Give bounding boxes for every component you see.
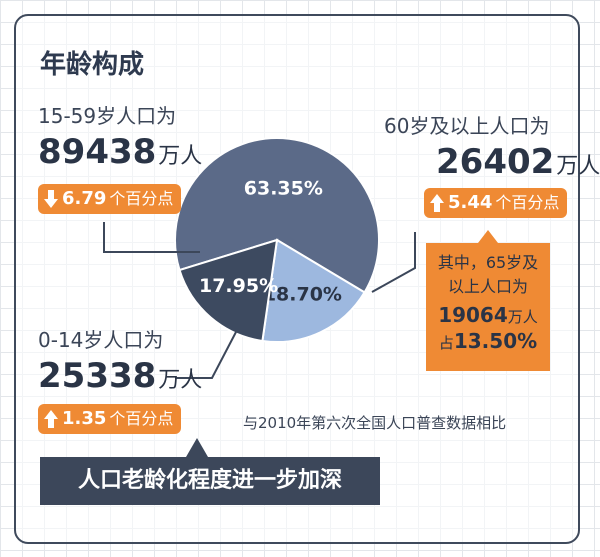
callout-line2: 以上人口为 [447, 277, 528, 296]
pie-label-working: 63.35% [244, 177, 323, 199]
working-age-label: 15-59岁人口为 [38, 104, 177, 128]
callout-number: 19064万人 [438, 303, 538, 327]
pie-slice-children [178, 238, 279, 343]
aged-65-callout: 其中，65岁及 以上人口为 19064万人 占13.50% [426, 243, 550, 371]
leader-line-elderly [371, 232, 416, 293]
pie-slice-elderly [261, 238, 366, 343]
leader-line-working [103, 222, 200, 253]
arrow-down-icon [44, 190, 58, 208]
elderly-population: 26402万人 [436, 142, 600, 182]
children-label: 0-14岁人口为 [38, 328, 164, 352]
banner-pointer [186, 438, 208, 457]
leader-line-children [175, 331, 237, 379]
callout-pointer [478, 230, 498, 243]
elderly-change-badge: 5.44 个百分点 [424, 188, 568, 218]
callout-line1: 其中，65岁及 [437, 253, 539, 272]
children-population: 25338万人 [38, 356, 203, 396]
arrow-up-icon [44, 410, 58, 428]
comparison-note: 与2010年第六次全国人口普查数据相比 [243, 414, 507, 432]
pie-label-children: 17.95% [199, 275, 278, 297]
conclusion-banner: 人口老龄化程度进一步加深 [40, 457, 380, 505]
working-age-change-badge: 6.79 个百分点 [38, 184, 182, 214]
elderly-label: 60岁及以上人口为 [384, 114, 550, 138]
children-change-badge: 1.35 个百分点 [38, 404, 182, 434]
pie-label-elderly: 18.70% [263, 283, 342, 305]
callout-share: 占13.50% [438, 329, 538, 353]
page-title: 年龄构成 [40, 50, 145, 80]
pie-slice-working [174, 137, 380, 294]
arrow-up-icon [430, 194, 444, 212]
working-age-population: 89438万人 [38, 132, 203, 172]
